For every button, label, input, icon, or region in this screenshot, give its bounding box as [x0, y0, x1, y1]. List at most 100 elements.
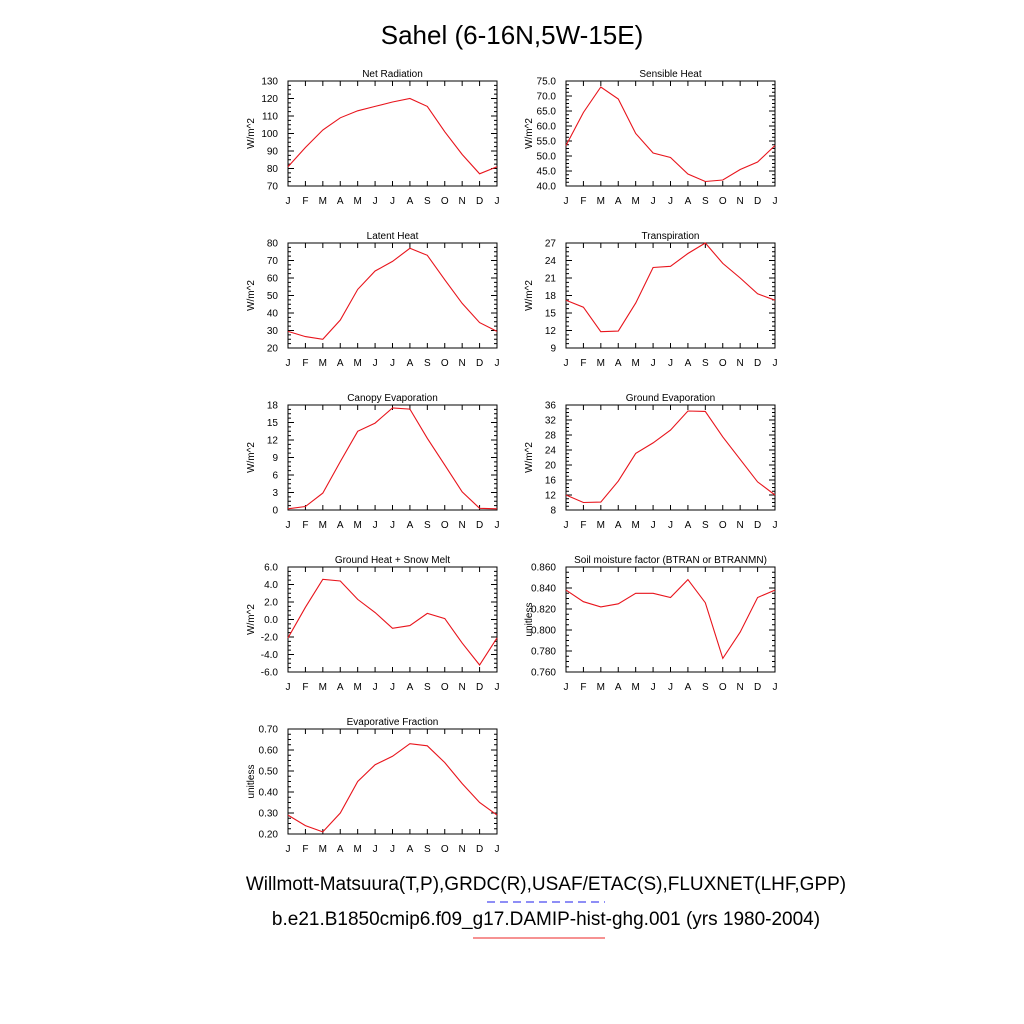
y-tick-label: 15 [545, 309, 557, 320]
y-tick-label: 50 [267, 291, 279, 302]
y-tick-label: 40.0 [537, 182, 557, 193]
x-tick-label: J [373, 844, 378, 855]
x-tick-label: S [702, 682, 709, 693]
y-tick-label: -4.0 [261, 650, 279, 661]
y-tick-label: 8 [550, 506, 556, 517]
x-tick-label: D [476, 358, 483, 369]
x-tick-label: M [319, 682, 327, 693]
x-tick-label: M [319, 844, 327, 855]
x-tick-label: J [773, 196, 778, 207]
y-tick-label: 20 [267, 344, 279, 355]
x-tick-label: J [564, 520, 569, 531]
x-tick-label: A [337, 682, 344, 693]
x-tick-label: A [407, 844, 414, 855]
x-tick-label: F [302, 196, 308, 207]
x-tick-label: D [754, 358, 761, 369]
series-line-sensible-heat [565, 86, 776, 183]
x-tick-label: M [631, 520, 639, 531]
y-tick-label: 12 [267, 436, 279, 447]
x-tick-label: A [407, 196, 414, 207]
x-tick-label: M [597, 358, 605, 369]
x-tick-label: J [495, 682, 500, 693]
series-line-soil-moisture-factor-btran-or-btranmn [565, 578, 776, 660]
y-tick-label: 0.780 [531, 647, 556, 658]
x-tick-label: F [302, 682, 308, 693]
panel-title: Transpiration [642, 231, 700, 242]
plot-frame [287, 404, 498, 511]
x-tick-label: J [390, 358, 395, 369]
y-axis-label: unitless [524, 603, 535, 637]
y-tick-label: 0.70 [259, 725, 279, 736]
plot-frame [565, 80, 776, 187]
series-line-latent-heat [287, 247, 498, 340]
x-tick-label: M [353, 196, 361, 207]
x-tick-label: N [459, 520, 466, 531]
x-tick-label: N [459, 358, 466, 369]
x-tick-label: J [286, 358, 291, 369]
x-tick-label: D [754, 196, 761, 207]
y-tick-label: 12 [545, 491, 557, 502]
series-line-net-radiation [287, 97, 498, 175]
x-tick-label: J [286, 844, 291, 855]
x-tick-label: S [702, 358, 709, 369]
x-tick-label: J [373, 520, 378, 531]
y-tick-label: 20 [545, 461, 557, 472]
x-tick-label: F [580, 358, 586, 369]
y-tick-label: 0.800 [531, 626, 556, 637]
x-tick-label: M [319, 196, 327, 207]
y-tick-label: 9 [550, 344, 556, 355]
y-tick-label: 9 [272, 453, 278, 464]
x-tick-label: J [773, 358, 778, 369]
panel-title: Net Radiation [362, 69, 423, 80]
x-tick-label: J [651, 520, 656, 531]
x-tick-label: J [668, 520, 673, 531]
x-tick-label: N [737, 358, 744, 369]
y-tick-label: 55.0 [537, 137, 557, 148]
x-tick-label: A [407, 358, 414, 369]
x-tick-label: D [754, 682, 761, 693]
y-tick-label: 120 [261, 94, 278, 105]
x-tick-label: J [651, 682, 656, 693]
y-tick-label: 0.20 [259, 830, 279, 841]
x-tick-label: F [302, 358, 308, 369]
y-tick-label: 6 [272, 471, 278, 482]
x-tick-label: A [337, 844, 344, 855]
x-tick-label: F [302, 844, 308, 855]
x-tick-label: M [319, 520, 327, 531]
x-tick-label: F [580, 520, 586, 531]
panel-title: Latent Heat [367, 231, 419, 242]
panel-soil-moisture-factor-btran-or-btranmn: Soil moisture factor (BTRAN or BTRANMN) u… [524, 555, 778, 693]
y-tick-label: 4.0 [264, 580, 278, 591]
y-axis-label: unitless [246, 765, 257, 799]
series-line-evaporative-fraction [287, 743, 498, 833]
panel-title: Sensible Heat [639, 69, 701, 80]
y-tick-label: 90 [267, 147, 279, 158]
y-tick-label: 65.0 [537, 107, 557, 118]
x-tick-label: J [564, 358, 569, 369]
x-tick-label: S [702, 196, 709, 207]
x-tick-label: M [631, 196, 639, 207]
y-axis-label: W/m^2 [246, 118, 257, 149]
x-tick-label: A [407, 520, 414, 531]
x-tick-label: D [476, 844, 483, 855]
y-tick-label: 36 [545, 401, 557, 412]
x-tick-label: J [495, 358, 500, 369]
x-tick-label: A [685, 358, 692, 369]
y-tick-label: 27 [545, 239, 557, 250]
x-tick-label: J [651, 358, 656, 369]
x-tick-label: J [495, 520, 500, 531]
y-tick-label: 75.0 [537, 77, 557, 88]
y-axis-label: W/m^2 [524, 280, 535, 311]
x-tick-label: J [373, 196, 378, 207]
x-tick-label: M [631, 682, 639, 693]
y-tick-label: 80 [267, 164, 279, 175]
x-tick-label: M [319, 358, 327, 369]
plot-frame [565, 566, 776, 673]
y-tick-label: 3 [272, 488, 278, 499]
x-tick-label: J [390, 682, 395, 693]
y-tick-label: 0.860 [531, 563, 556, 574]
